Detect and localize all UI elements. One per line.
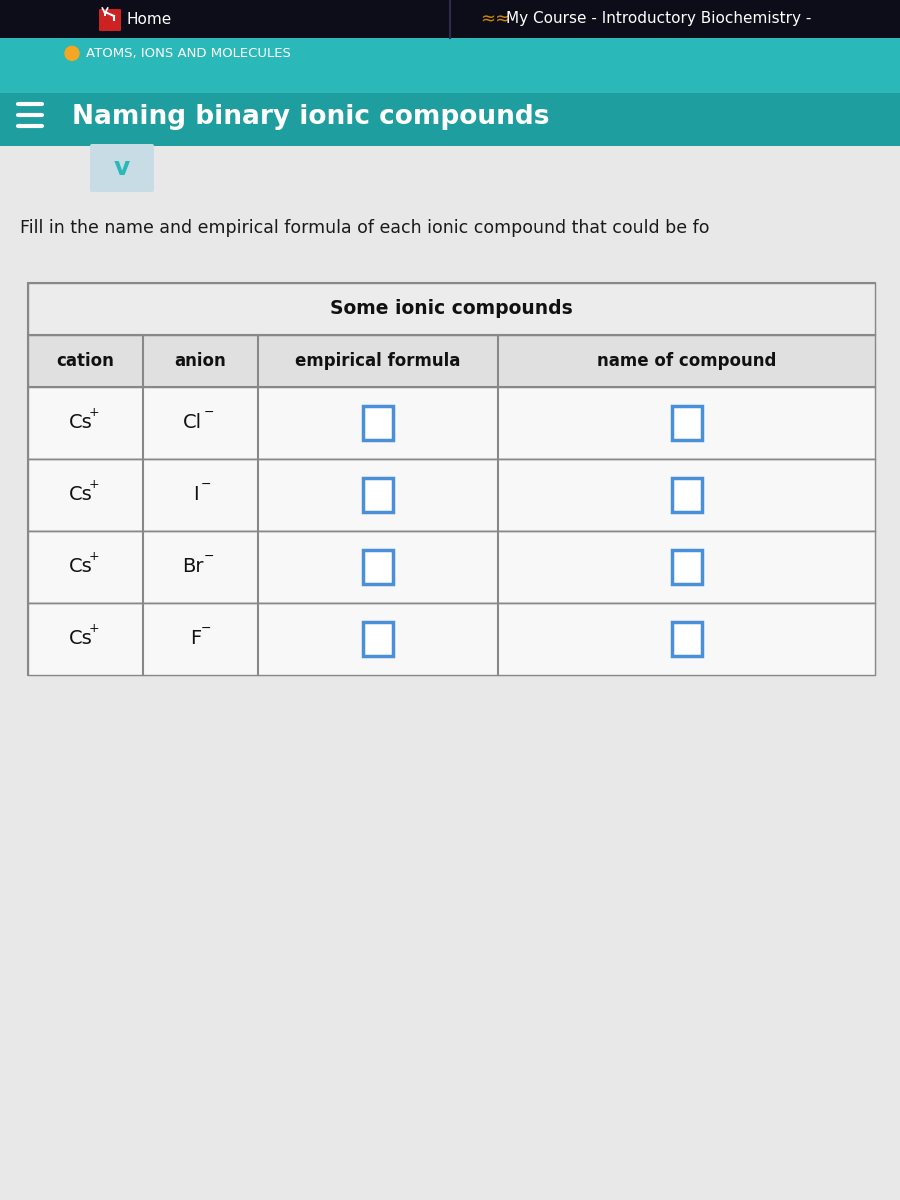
FancyBboxPatch shape bbox=[99, 8, 121, 31]
FancyBboxPatch shape bbox=[90, 144, 154, 192]
Text: anion: anion bbox=[175, 352, 227, 370]
Bar bbox=[28, 335, 875, 386]
Text: −: − bbox=[200, 478, 211, 491]
Bar bbox=[363, 406, 393, 440]
Bar bbox=[363, 478, 393, 512]
Bar bbox=[28, 283, 875, 335]
Text: Cs: Cs bbox=[68, 486, 93, 504]
Bar bbox=[28, 283, 875, 674]
Text: F: F bbox=[190, 630, 201, 648]
Bar bbox=[363, 622, 393, 656]
Text: My Course - Introductory Biochemistry -: My Course - Introductory Biochemistry - bbox=[506, 12, 812, 26]
Text: I: I bbox=[193, 486, 198, 504]
Bar bbox=[0, 0, 900, 38]
Text: +: + bbox=[88, 550, 99, 563]
Text: Cs: Cs bbox=[68, 414, 93, 432]
Text: ATOMS, IONS AND MOLECULES: ATOMS, IONS AND MOLECULES bbox=[86, 47, 291, 60]
Text: +: + bbox=[88, 622, 99, 635]
Bar bbox=[671, 478, 701, 512]
Bar bbox=[28, 458, 875, 530]
Bar bbox=[28, 530, 875, 602]
Text: +: + bbox=[88, 406, 99, 419]
Bar bbox=[0, 38, 900, 92]
Text: empirical formula: empirical formula bbox=[295, 352, 461, 370]
Text: Naming binary ionic compounds: Naming binary ionic compounds bbox=[72, 104, 550, 130]
Text: cation: cation bbox=[57, 352, 114, 370]
Bar bbox=[0, 146, 900, 1200]
Text: Some ionic compounds: Some ionic compounds bbox=[330, 300, 573, 318]
Bar bbox=[671, 622, 701, 656]
Bar bbox=[671, 406, 701, 440]
Text: Cs: Cs bbox=[68, 630, 93, 648]
Text: Br: Br bbox=[182, 558, 203, 576]
Text: Home: Home bbox=[126, 12, 171, 26]
Bar bbox=[363, 550, 393, 584]
Bar bbox=[0, 92, 900, 146]
Text: Cs: Cs bbox=[68, 558, 93, 576]
Circle shape bbox=[65, 47, 79, 60]
Text: v: v bbox=[114, 156, 130, 180]
Bar bbox=[671, 550, 701, 584]
Bar bbox=[28, 386, 875, 458]
Text: Fill in the name and empirical formula of each ionic compound that could be fo: Fill in the name and empirical formula o… bbox=[20, 218, 709, 236]
Text: −: − bbox=[203, 550, 214, 563]
Text: −: − bbox=[200, 622, 211, 635]
Text: −: − bbox=[203, 406, 214, 419]
Text: +: + bbox=[88, 478, 99, 491]
Text: ≈≈: ≈≈ bbox=[480, 10, 510, 28]
Bar bbox=[28, 602, 875, 674]
Text: name of compound: name of compound bbox=[597, 352, 776, 370]
Text: Cl: Cl bbox=[183, 414, 202, 432]
